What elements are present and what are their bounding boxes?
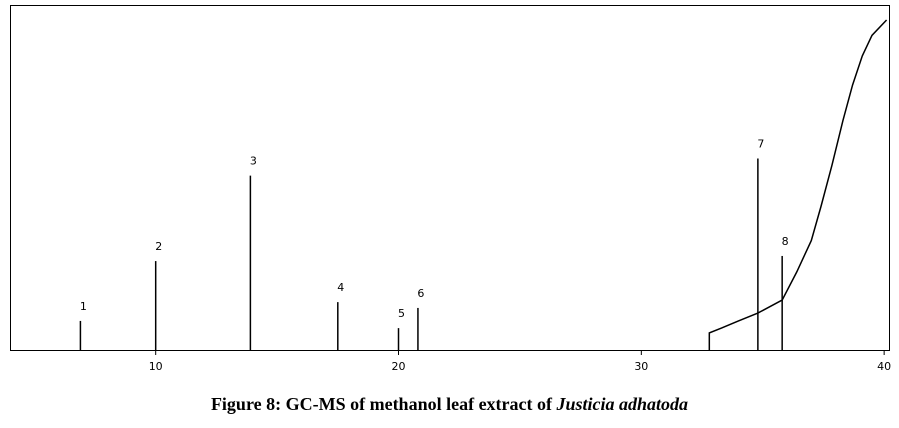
plot-frame [10, 5, 890, 351]
x-tick-label: 20 [392, 360, 406, 373]
peak-label: 3 [250, 155, 257, 168]
peak-label: 5 [398, 307, 405, 320]
x-tick-label: 40 [877, 360, 891, 373]
caption-species: Justicia adhatoda [556, 394, 689, 414]
peak-label: 6 [417, 287, 424, 300]
caption-text: Figure 8: GC-MS of methanol leaf extract… [210, 394, 553, 414]
x-tick-label: 30 [634, 360, 648, 373]
peak-label: 1 [80, 300, 87, 313]
peak-label: 8 [782, 235, 789, 248]
figure-caption: Figure 8: GC-MS of methanol leaf extract… [0, 394, 899, 415]
peak-label: 2 [155, 240, 162, 253]
peak-label: 4 [337, 281, 344, 294]
chart: 10 20 30 40 1 2 3 4 56 7 8 [10, 5, 891, 373]
baseline-trace [708, 19, 888, 350]
x-tick-label: 10 [149, 360, 163, 373]
peak-label: 7 [757, 137, 764, 150]
